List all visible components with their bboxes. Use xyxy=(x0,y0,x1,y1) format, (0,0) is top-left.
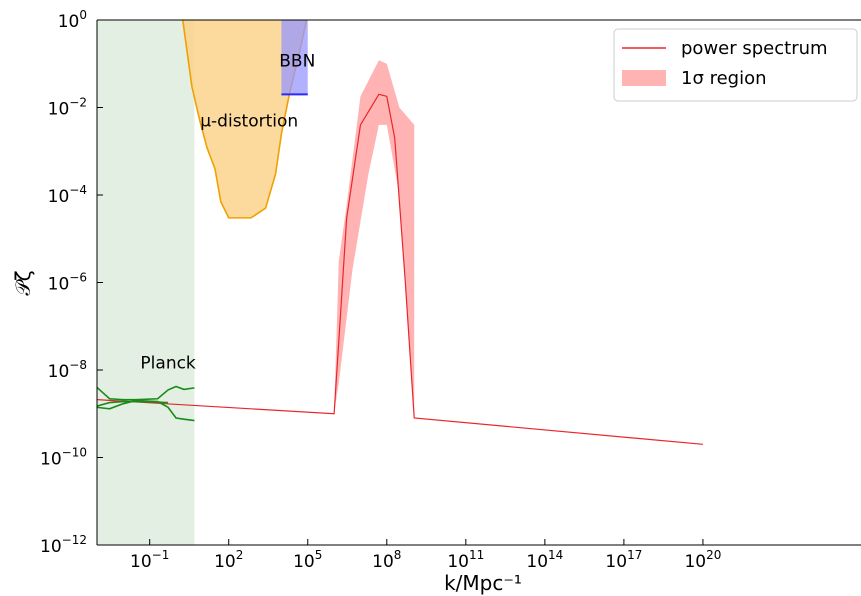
planck-label: Planck xyxy=(140,353,196,373)
y-tick-label: 100 xyxy=(58,8,87,32)
annotation-layer: Planck μ-distortion BBN xyxy=(140,51,315,373)
y-tick-label: 10−10 xyxy=(40,446,87,470)
x-tick-label: 108 xyxy=(372,548,401,572)
x-tick-label: 10−1 xyxy=(130,548,169,572)
legend-swatch-patch xyxy=(622,70,666,86)
mu-distortion-label: μ-distortion xyxy=(200,112,298,132)
legend-label: 1σ region xyxy=(681,68,767,89)
y-tick-label: 10−2 xyxy=(48,96,87,120)
x-tick-label: 102 xyxy=(214,548,243,572)
y-tick-label: 10−4 xyxy=(48,183,87,207)
y-axis-label: 𝒫ζ xyxy=(11,270,35,295)
y-tick-label: 10−12 xyxy=(40,533,87,557)
bbn-label: BBN xyxy=(279,51,315,71)
bbn-region xyxy=(281,20,308,95)
y-tick-label: 10−6 xyxy=(48,271,87,295)
sigma-region xyxy=(334,60,415,418)
mu-distortion-edge xyxy=(181,20,308,219)
planck-line-1 xyxy=(97,385,195,401)
x-tick-label: 1011 xyxy=(447,548,484,572)
legend-label: power spectrum xyxy=(681,38,828,59)
y-tick-label: 10−8 xyxy=(48,358,87,382)
x-tick-label: 1014 xyxy=(526,548,563,572)
x-tick-label: 105 xyxy=(293,548,322,572)
x-tick-label: 1017 xyxy=(605,548,642,572)
x-axis-label: k/Mpc⁻¹ xyxy=(444,571,522,595)
x-tick-label: 1020 xyxy=(684,548,721,572)
axes: 100 10−2 10−4 10−6 10−8 10−10 10−12 10−1 102 105 1… xyxy=(40,8,861,572)
planck-region xyxy=(97,20,195,545)
power-spectrum-line xyxy=(97,93,703,445)
series-layer xyxy=(97,60,703,445)
legend: power spectrum 1σ region xyxy=(613,28,858,102)
planck-line-3 xyxy=(97,400,169,407)
region-layer xyxy=(97,20,308,545)
legend-box xyxy=(613,28,858,102)
